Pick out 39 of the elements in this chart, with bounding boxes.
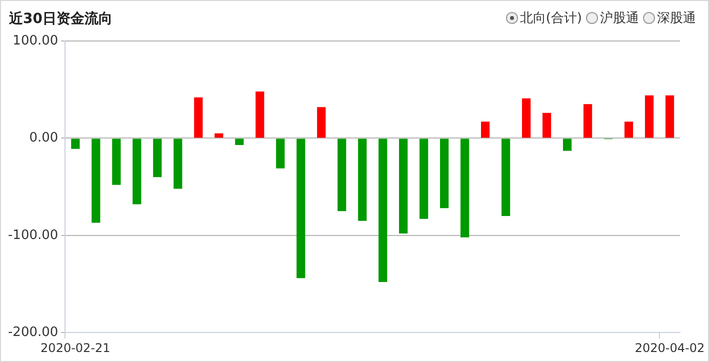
y-tick-label: 0.00 <box>29 130 58 146</box>
bar <box>378 138 388 282</box>
bar <box>665 95 674 138</box>
bar <box>194 97 203 138</box>
bar <box>624 122 634 138</box>
bar <box>440 138 449 208</box>
bar <box>71 138 80 149</box>
bar <box>153 138 162 178</box>
y-tick-label: -200.00 <box>8 324 58 340</box>
text: 沪股通 <box>600 10 639 27</box>
bar <box>174 138 182 189</box>
bar <box>256 92 264 138</box>
bar <box>399 138 408 234</box>
bar <box>522 98 531 138</box>
bar <box>583 104 592 138</box>
bar <box>644 95 654 138</box>
bar <box>481 122 490 138</box>
bar <box>562 138 572 151</box>
bar <box>132 138 142 204</box>
text: 深股通 <box>657 10 696 27</box>
bar <box>460 138 470 238</box>
x-tick-label: 2020-04-02 <box>634 340 705 355</box>
y-tick-label: -100.00 <box>8 228 58 243</box>
bar <box>214 133 224 138</box>
bar <box>296 138 306 278</box>
chart-title: 近30日资金流向 <box>9 10 112 28</box>
text: 北向(合计) <box>520 10 582 27</box>
bar <box>502 138 510 216</box>
bar <box>358 138 367 221</box>
y-tick-label: 100.00 <box>12 33 58 48</box>
bar <box>235 138 244 146</box>
bar <box>112 138 121 185</box>
bar <box>276 138 285 168</box>
bar <box>92 138 100 223</box>
bar <box>317 107 326 138</box>
bar <box>420 138 428 219</box>
bar <box>338 138 346 212</box>
x-tick-label: 2020-02-21 <box>40 340 110 355</box>
bar <box>542 112 552 138</box>
